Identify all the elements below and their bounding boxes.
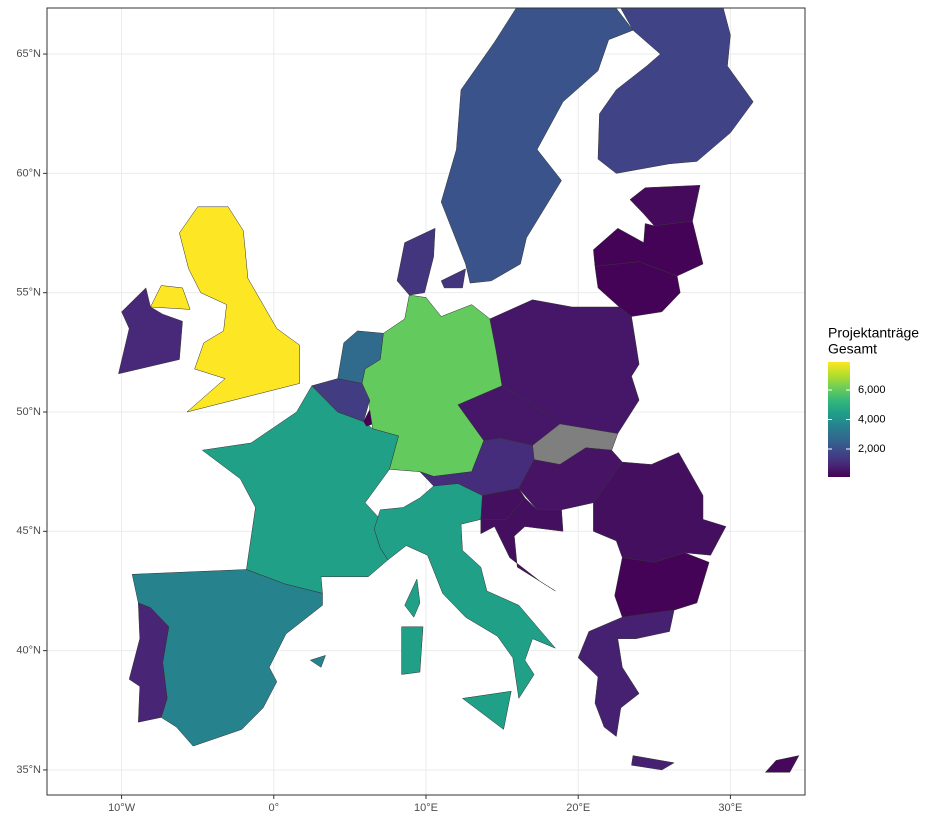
region (597, 8, 754, 174)
region (614, 552, 710, 618)
region (594, 261, 681, 317)
region (128, 602, 170, 723)
y-tick-label: 55°N (16, 287, 41, 299)
region (150, 206, 300, 413)
x-tick-label: 10°W (108, 802, 136, 814)
y-tick-label: 50°N (16, 406, 41, 418)
y-tick-label: 60°N (16, 167, 41, 179)
region (764, 755, 800, 773)
y-tick-label: 40°N (16, 645, 41, 657)
region (373, 483, 556, 730)
x-tick-label: 10°E (414, 802, 438, 814)
legend-label: 6,000 (858, 384, 886, 396)
legend-title: Gesamt (828, 341, 877, 357)
colorbar (828, 362, 850, 477)
region (440, 8, 634, 284)
x-tick-label: 0° (269, 802, 280, 814)
legend-label: 4,000 (858, 413, 886, 425)
y-tick-label: 45°N (16, 525, 41, 537)
region (131, 569, 326, 747)
region (480, 497, 564, 592)
y-tick-label: 35°N (16, 764, 41, 776)
region (396, 227, 466, 296)
region (593, 452, 727, 563)
legend-title: Projektanträge (828, 325, 919, 341)
x-tick-label: 30°E (718, 802, 742, 814)
y-tick-label: 65°N (16, 48, 41, 60)
region (118, 287, 183, 375)
x-tick-label: 20°E (566, 802, 590, 814)
region (577, 609, 675, 771)
legend-label: 2,000 (858, 443, 886, 455)
